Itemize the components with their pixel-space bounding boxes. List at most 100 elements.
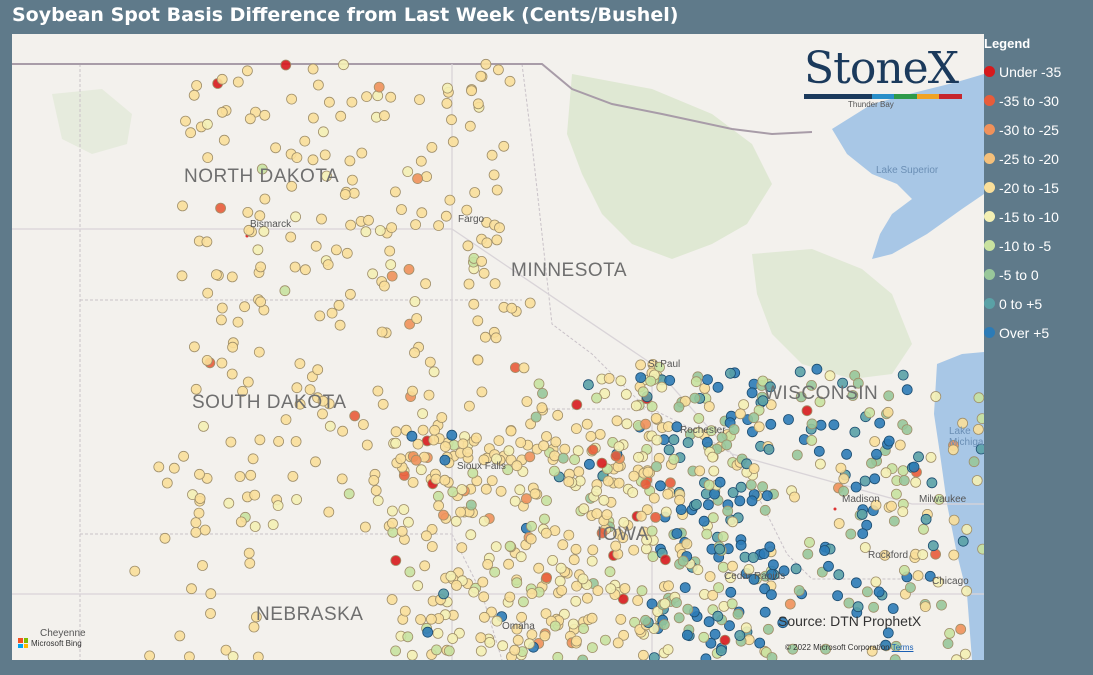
elevator-point — [961, 523, 973, 535]
elevator-point — [727, 560, 738, 572]
elevator-point — [478, 515, 490, 527]
elevator-point — [540, 527, 552, 539]
elevator-point — [439, 441, 451, 453]
elevator-point — [242, 376, 254, 388]
elevator-point — [377, 398, 389, 410]
elevator-point — [348, 187, 360, 199]
elevator-point — [273, 435, 285, 447]
elevator-point — [317, 126, 329, 138]
elevator-point — [712, 381, 724, 393]
elevator-point — [794, 366, 806, 378]
elevator-point — [480, 483, 492, 495]
elevator-point — [886, 500, 897, 512]
city-label-st-paul: St Paul — [648, 359, 681, 370]
elevator-point — [585, 430, 597, 442]
elevator-point — [390, 555, 402, 566]
city-label-milwaukee: Milwaukee — [919, 494, 967, 505]
elevator-point — [968, 456, 980, 468]
elevator-point — [426, 142, 438, 153]
elevator-point — [430, 473, 442, 485]
elevator-point — [190, 383, 202, 395]
elevator-point — [210, 269, 222, 281]
elevator-point — [299, 135, 311, 147]
elevator-point — [259, 193, 271, 205]
elevator-point — [432, 628, 444, 639]
elevator-point — [587, 544, 599, 556]
elevator-point — [951, 654, 962, 660]
elevator-point — [431, 644, 442, 656]
state-label-wisconsin: WISCONSIN — [764, 383, 879, 404]
elevator-point — [547, 555, 558, 566]
elevator-point — [475, 632, 487, 644]
elevator-point — [908, 461, 920, 473]
elevator-point — [811, 363, 823, 375]
elevator-point — [563, 476, 575, 488]
elevator-point — [524, 297, 536, 309]
elevator-point — [390, 645, 402, 657]
elevator-point — [232, 316, 244, 328]
elevator-point — [897, 506, 909, 518]
elevator-point — [727, 516, 738, 528]
elevator-point — [515, 437, 527, 448]
elevator-point — [617, 532, 629, 544]
elevator-point — [442, 82, 453, 94]
elevator-point — [586, 555, 598, 567]
elevator-point — [777, 617, 789, 629]
elevator-point — [465, 499, 477, 511]
elevator-point — [835, 462, 847, 474]
basemap — [12, 63, 984, 660]
elevator-point — [312, 79, 324, 91]
elevator-point — [621, 418, 633, 430]
elevator-point — [294, 398, 306, 410]
elevator-point — [414, 94, 425, 105]
elevator-point — [184, 651, 195, 660]
elevator-point — [656, 381, 668, 393]
elevator-point — [918, 523, 929, 535]
map-canvas[interactable]: NORTH DAKOTA SOUTH DAKOTA MINNESOTA WISC… — [12, 34, 984, 660]
elevator-point — [227, 651, 239, 660]
elevator-point — [404, 566, 416, 578]
elevator-point — [529, 488, 541, 500]
elevator-point — [503, 445, 515, 457]
legend-swatch — [984, 124, 995, 135]
elevator-point — [549, 465, 560, 477]
elevator-point — [410, 454, 422, 466]
legend-swatch — [984, 327, 995, 338]
elevator-point — [591, 392, 602, 404]
elevator-point — [570, 543, 582, 555]
elevator-point — [802, 548, 814, 560]
elevator-point — [659, 598, 671, 609]
elevator-point — [596, 457, 608, 469]
elevator-point — [642, 466, 654, 478]
elevator-point — [838, 473, 850, 485]
state-label-minnesota: MINNESOTA — [511, 260, 628, 281]
elevator-point — [651, 461, 662, 472]
elevator-point — [682, 629, 693, 641]
elevator-point — [259, 109, 271, 121]
elevator-point — [693, 412, 705, 424]
elevator-point — [843, 597, 855, 609]
elevator-point — [506, 302, 518, 314]
elevator-point — [372, 495, 384, 507]
legend-label: -15 to -10 — [999, 208, 1059, 225]
elevator-point — [694, 465, 706, 477]
elevator-point — [185, 127, 197, 139]
elevator-point — [630, 400, 642, 412]
elevator-point — [319, 149, 331, 161]
elevator-point — [421, 171, 433, 183]
elevator-point — [947, 444, 959, 456]
elevator-point — [489, 278, 501, 290]
terms-link[interactable]: Terms — [891, 643, 914, 652]
elevator-point — [326, 307, 338, 319]
elevator-point — [763, 623, 774, 635]
elevator-point — [889, 654, 901, 660]
elevator-point — [866, 457, 877, 469]
elevator-point — [859, 542, 871, 553]
elevator-point — [674, 494, 685, 506]
elevator-point — [144, 650, 155, 660]
legend-label: Under -35 — [999, 63, 1062, 80]
elevator-point — [859, 475, 871, 487]
elevator-point — [486, 475, 498, 487]
elevator-point — [225, 436, 237, 448]
elevator-point — [424, 356, 436, 368]
